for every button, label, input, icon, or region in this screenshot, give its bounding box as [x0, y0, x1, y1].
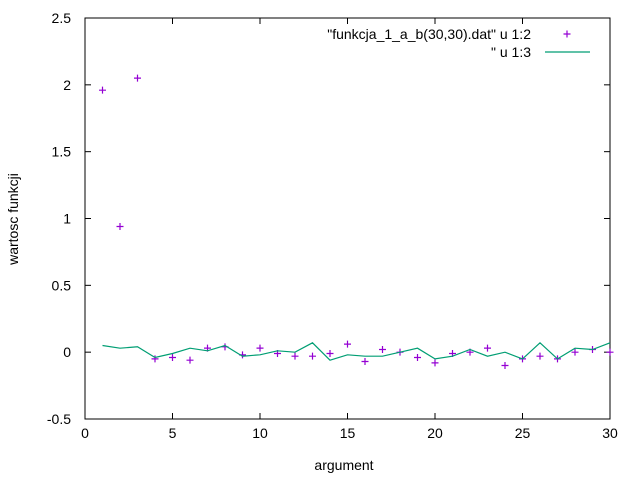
- data-point: [414, 354, 421, 362]
- data-point: [484, 344, 491, 352]
- legend-label: "funkcja_1_a_b(30,30).dat" u 1:2: [327, 26, 531, 42]
- x-tick-label: 30: [602, 425, 618, 441]
- data-point: [326, 350, 334, 358]
- x-tick-label: 20: [427, 425, 443, 441]
- x-axis-label: argument: [314, 457, 373, 473]
- plot-frame: [84, 17, 611, 420]
- y-tick-label: 2.5: [52, 10, 72, 26]
- y-tick-label: 0: [63, 344, 71, 360]
- y-tick-label: 0.5: [52, 277, 72, 293]
- series-1: [99, 74, 614, 370]
- data-point: [571, 348, 579, 356]
- data-point: [379, 345, 386, 353]
- x-tick-label: 0: [81, 425, 89, 441]
- series: [99, 74, 614, 370]
- x-tick-label: 5: [169, 425, 177, 441]
- data-point: [606, 348, 614, 356]
- series-line: [102, 341, 611, 361]
- x-tick-label: 25: [515, 425, 531, 441]
- data-point: [291, 352, 299, 360]
- y-tick-label: -0.5: [47, 411, 71, 427]
- legend-label: " u 1:3: [491, 44, 531, 60]
- data-point: [361, 358, 369, 366]
- data-point: [344, 340, 351, 348]
- y-tick-label: 1.5: [52, 144, 72, 160]
- data-point: [151, 355, 159, 363]
- x-tick-label: 10: [252, 425, 268, 441]
- data-point: [431, 359, 439, 367]
- y-tick-label: 2: [63, 77, 71, 93]
- data-point: [309, 352, 316, 360]
- y-tick-label: 1: [63, 211, 71, 227]
- axes: [84, 17, 611, 420]
- data-point: [186, 356, 194, 364]
- data-point: [501, 362, 509, 370]
- x-tick-label: 15: [340, 425, 356, 441]
- series-2: [102, 341, 611, 361]
- legend-marker: [563, 30, 571, 38]
- data-point: [256, 344, 264, 352]
- data-point: [169, 354, 176, 362]
- data-point: [536, 352, 544, 360]
- data-point: [99, 86, 106, 94]
- y-axis-label: wartosc funkcji: [5, 173, 21, 266]
- legend: "funkcja_1_a_b(30,30).dat" u 1:2 " u 1:3: [327, 26, 590, 60]
- data-point: [116, 223, 124, 231]
- ticks: 0 5 10 15 20 25 30 -0.5 0 0.5 1 1.5 2 2.5: [47, 10, 618, 441]
- data-point: [134, 74, 141, 82]
